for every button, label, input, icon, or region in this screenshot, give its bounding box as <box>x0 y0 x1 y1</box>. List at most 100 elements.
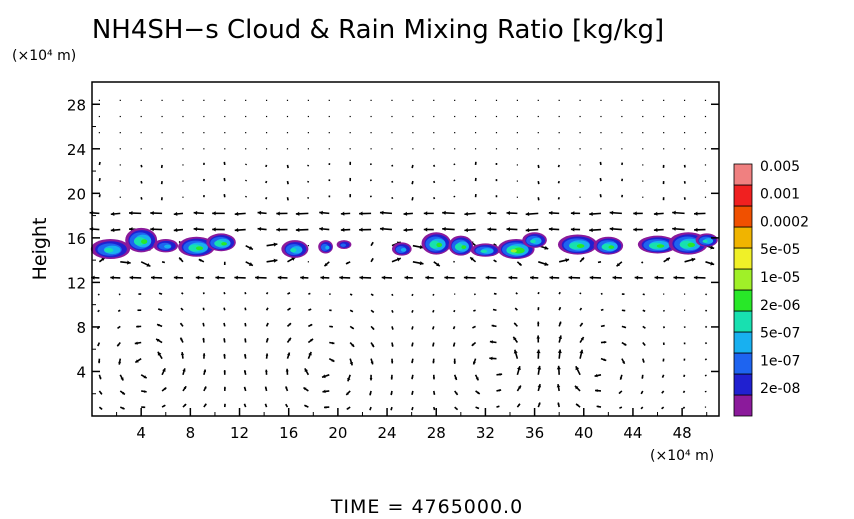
wind-vector <box>329 293 331 295</box>
wind-vector <box>257 210 267 215</box>
cloud-blob <box>470 243 501 257</box>
wind-vector <box>182 132 184 134</box>
wind-vector <box>234 211 246 216</box>
wind-vector <box>633 227 643 232</box>
wind-vector <box>129 275 142 280</box>
wind-vector <box>525 228 539 233</box>
wind-vector <box>537 99 539 101</box>
wind-vector <box>369 163 372 166</box>
wind-vector <box>600 99 602 101</box>
wind-vector <box>195 275 204 280</box>
wind-vector <box>265 132 268 134</box>
wind-vector <box>182 148 184 150</box>
wind-vector <box>340 211 351 216</box>
wind-vector <box>255 275 267 280</box>
wind-vector <box>621 358 626 365</box>
wind-vector <box>683 326 686 328</box>
wind-vector <box>369 406 372 411</box>
wind-vector <box>223 307 226 311</box>
wind-vector <box>704 342 708 345</box>
wind-vector <box>304 368 310 376</box>
x-tick-label: 40 <box>574 424 593 442</box>
wind-vector <box>411 164 414 169</box>
cloud-blob <box>90 238 131 260</box>
wind-vector <box>328 163 331 166</box>
wind-vector <box>141 390 147 393</box>
wind-vector <box>538 261 549 266</box>
wind-vector <box>98 194 101 198</box>
wind-vector <box>513 322 518 327</box>
wind-vector <box>663 115 665 118</box>
wind-vector <box>599 194 602 198</box>
time-value: 4765000.0 <box>411 496 524 518</box>
y-axis: 4 8 12 16 20 24 28 <box>67 96 719 395</box>
wind-vector <box>600 357 607 362</box>
wind-vector <box>621 99 623 101</box>
chart-title: NH4SH−s Cloud & Rain Mixing Ratio [kg/kg… <box>92 15 664 45</box>
wind-vector <box>379 210 393 215</box>
wind-vector <box>215 275 225 280</box>
wind-vector <box>328 179 331 182</box>
wind-vector <box>654 275 664 280</box>
wind-vector <box>98 406 103 410</box>
x-tick-label: 44 <box>623 424 642 442</box>
wind-vector <box>472 358 477 365</box>
wind-vector <box>128 211 142 216</box>
y-tick-label: 20 <box>67 185 86 203</box>
wind-vector <box>285 403 289 408</box>
wind-vector <box>265 99 268 101</box>
wind-vector <box>98 99 100 101</box>
wind-vector <box>180 352 185 359</box>
colorbar-swatch <box>733 205 753 228</box>
wind-vector <box>286 197 289 201</box>
wind-vector <box>579 307 583 311</box>
wind-vector <box>642 196 644 198</box>
wind-vector <box>110 211 121 216</box>
wind-vector <box>286 337 292 343</box>
time-label: TIME <box>330 496 381 518</box>
wind-vector <box>370 148 372 150</box>
wind-vector <box>182 403 187 408</box>
wind-vector <box>704 196 707 198</box>
wind-vector <box>433 261 441 267</box>
wind-vector <box>179 337 184 343</box>
wind-vector <box>516 164 518 166</box>
wind-vector <box>683 148 686 150</box>
wind-vector <box>182 385 187 392</box>
wind-vector <box>433 148 435 150</box>
wind-vector <box>444 275 455 280</box>
wind-vector <box>433 180 436 184</box>
wind-vector <box>537 180 540 185</box>
wind-vector <box>599 177 602 182</box>
colorbar-swatch <box>733 184 753 207</box>
wind-vector <box>182 115 184 118</box>
wind-vector <box>454 115 456 118</box>
wind-vector <box>370 293 374 297</box>
wind-vector <box>98 177 101 182</box>
wind-vector <box>662 197 665 201</box>
wind-vector <box>120 260 131 265</box>
wind-vector <box>203 99 205 101</box>
wind-vector <box>594 389 602 393</box>
wind-vector <box>662 326 665 329</box>
wind-vector <box>265 307 269 311</box>
wind-vector <box>672 226 685 231</box>
wind-vector <box>303 386 309 392</box>
wind-vector <box>89 227 100 232</box>
colorbar-swatch <box>733 394 753 417</box>
wind-vector <box>244 195 248 198</box>
wind-vector <box>453 309 456 313</box>
wind-vector <box>705 261 715 266</box>
wind-vector <box>432 374 436 380</box>
wind-vector <box>621 162 624 166</box>
wind-vector <box>705 309 708 312</box>
wind-vector <box>119 115 121 118</box>
wind-vector <box>349 132 351 134</box>
wind-vector <box>495 162 498 165</box>
wind-vector <box>98 257 106 263</box>
wind-vector <box>265 322 269 327</box>
wind-vector <box>119 99 121 101</box>
wind-vector <box>276 211 288 216</box>
wind-vector <box>683 99 686 101</box>
wind-vector <box>161 132 163 134</box>
